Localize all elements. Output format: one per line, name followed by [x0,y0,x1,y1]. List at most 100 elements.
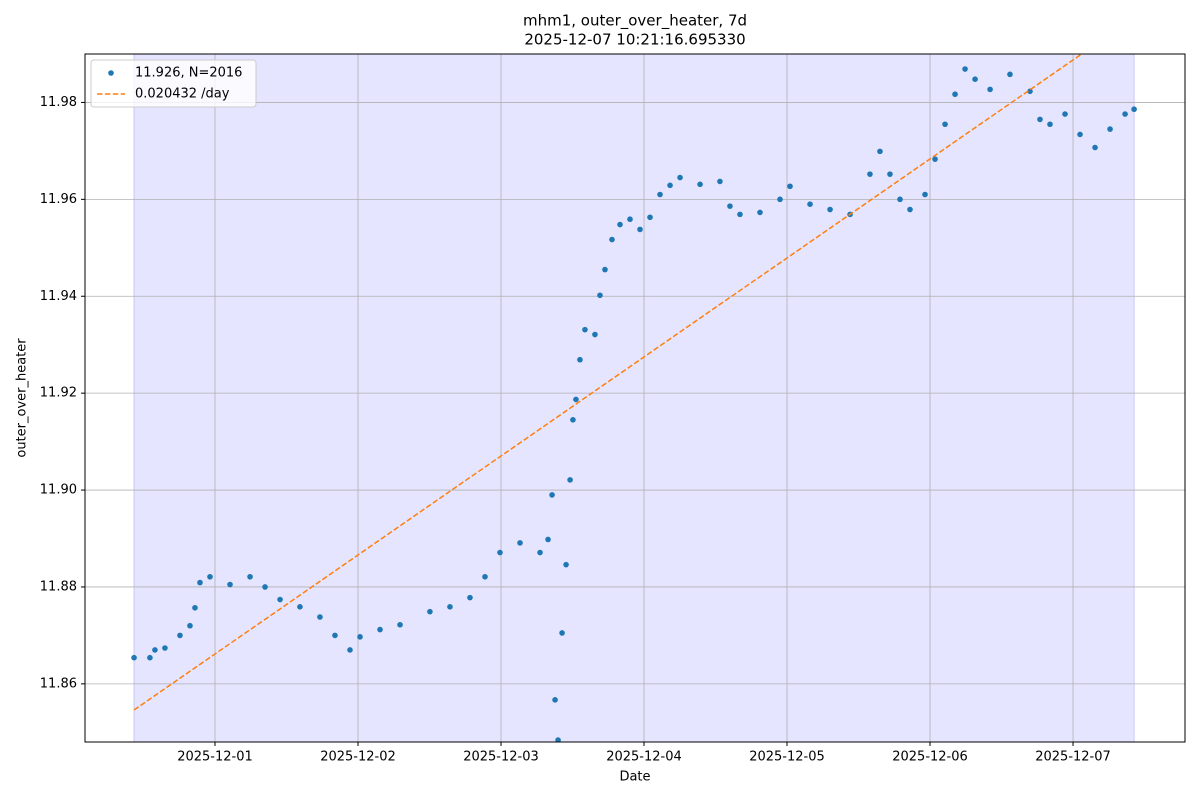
data-point [187,622,193,629]
y-tick-label: 11.94 [40,289,77,304]
data-point [197,579,203,586]
data-point [617,221,623,228]
data-point [597,292,603,299]
data-point [582,326,588,333]
data-point [727,203,733,209]
data-point [962,66,968,72]
data-point [1037,116,1043,123]
x-tick-label: 2025-12-03 [463,750,539,765]
data-point [627,216,633,223]
x-tick-label: 2025-12-05 [749,750,825,765]
data-point [277,596,283,603]
data-point [677,174,683,181]
data-point [827,206,833,213]
legend-label: 11.926, N=2016 [135,66,242,81]
data-point [647,214,653,221]
data-point [397,621,403,628]
data-point [592,331,598,338]
data-point [482,573,488,580]
y-tick-label: 11.92 [40,386,77,401]
data-point [807,201,813,207]
data-point [570,417,576,423]
plot-frame [84,53,1186,743]
data-point [559,630,565,636]
data-point [427,608,433,615]
data-point [537,549,543,556]
y-tick-label: 11.88 [40,579,77,594]
data-point [907,206,913,213]
data-point [552,697,558,703]
data-point [497,549,503,556]
data-point [262,584,268,590]
data-point [573,396,579,403]
legend-label: 0.020432 /day [135,87,230,102]
data-point [1047,121,1053,128]
x-tick-label: 2025-12-04 [606,750,682,765]
data-point [317,614,323,620]
data-point [247,573,253,580]
data-point [1007,71,1013,78]
legend-box [90,59,257,108]
data-point [147,654,153,661]
data-point [952,91,958,98]
data-point [657,191,663,198]
data-point [447,604,453,610]
data-point [131,654,137,661]
chart-title: mhm1, outer_over_heater, 7d [523,12,747,31]
data-point [932,156,938,162]
data-point [1092,144,1098,151]
data-point [227,581,233,588]
data-point [297,604,303,610]
data-point [577,356,583,363]
data-point [357,634,363,640]
data-point [777,196,783,203]
data-point [377,626,383,633]
y-tick-label: 11.98 [40,95,77,110]
data-point [1107,126,1113,132]
data-point [467,594,473,601]
data-point [162,645,168,651]
fit-line [133,54,1083,711]
data-point [1131,106,1137,113]
data-point [697,181,703,188]
y-tick-label: 11.86 [40,676,77,691]
y-tick-label: 11.96 [40,192,77,207]
data-point [545,536,551,543]
x-tick-label: 2025-12-06 [892,750,968,765]
data-point [347,647,353,653]
data-point [177,632,183,639]
legend-swatch [108,70,114,76]
data-point [667,182,673,189]
data-point [887,171,893,177]
data-point [897,196,903,203]
data-point [517,540,523,546]
data-point [987,86,993,93]
data-point [787,183,793,190]
x-tick-label: 2025-12-02 [320,750,396,765]
data-point [152,647,158,653]
x-tick-label: 2025-12-01 [177,750,253,765]
data-point [1027,88,1033,95]
y-axis-label: outer_over_heater [15,338,30,458]
data-point [972,76,978,82]
data-point [737,211,743,218]
data-point [602,266,608,273]
data-point [332,632,338,639]
data-point [192,604,198,611]
plot-area [131,54,1137,742]
chart-subtitle: 2025-12-07 10:21:16.695330 [524,31,745,49]
x-axis-label: Date [619,770,650,785]
y-tick-label: 11.90 [40,483,77,498]
data-point [563,561,569,568]
data-point [567,477,573,483]
shaded-span [133,53,1135,743]
data-point [637,226,643,233]
data-point [207,573,213,580]
data-point [757,209,763,216]
data-point [867,171,873,177]
x-tick-label: 2025-12-07 [1035,750,1111,765]
data-point [1062,111,1068,117]
data-point [609,236,615,243]
data-point [877,148,883,155]
